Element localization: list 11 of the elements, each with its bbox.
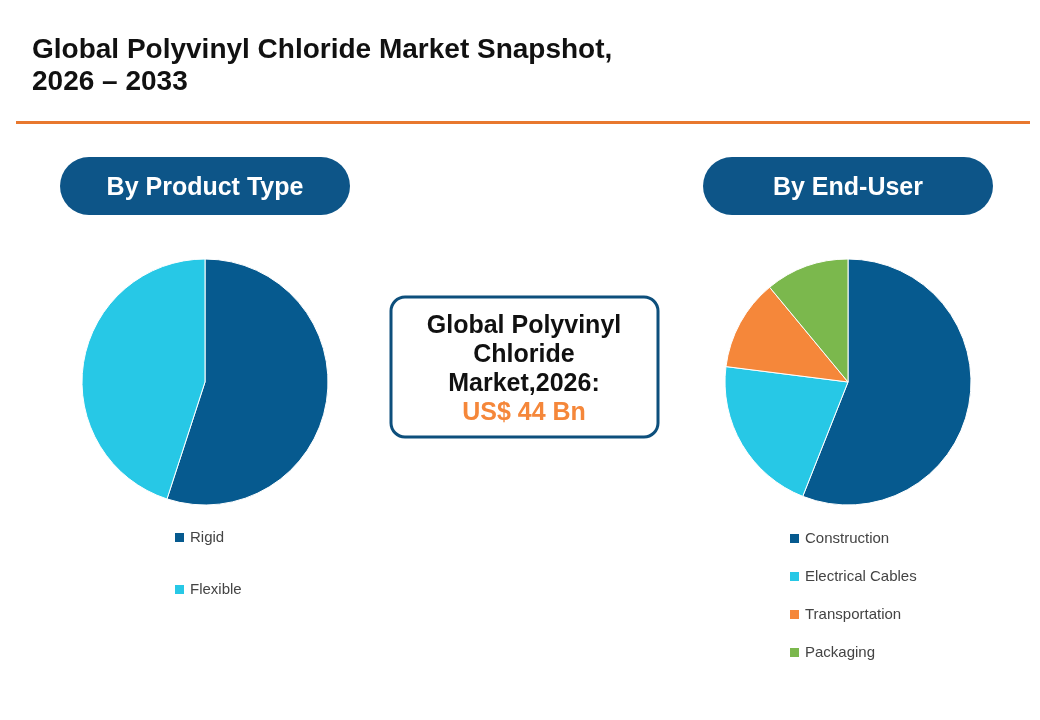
legend-label: Rigid	[190, 528, 225, 545]
legend-label: Construction	[805, 529, 890, 546]
legend-label: Transportation	[805, 605, 902, 622]
chart-title: By End-User	[772, 172, 924, 200]
text: Global Polyvinyl Chloride Market,2026:	[426, 309, 622, 396]
text: US$ 44 Bn	[462, 396, 586, 425]
legend-label: Flexible	[190, 580, 242, 597]
chart-title: By Product Type	[106, 172, 304, 200]
legend-label: Packaging	[805, 643, 876, 660]
legend-label: Electrical Cables	[805, 567, 917, 584]
text: Global Polyvinyl Chloride Market Snapshot, 2026 – 2033	[32, 33, 613, 96]
